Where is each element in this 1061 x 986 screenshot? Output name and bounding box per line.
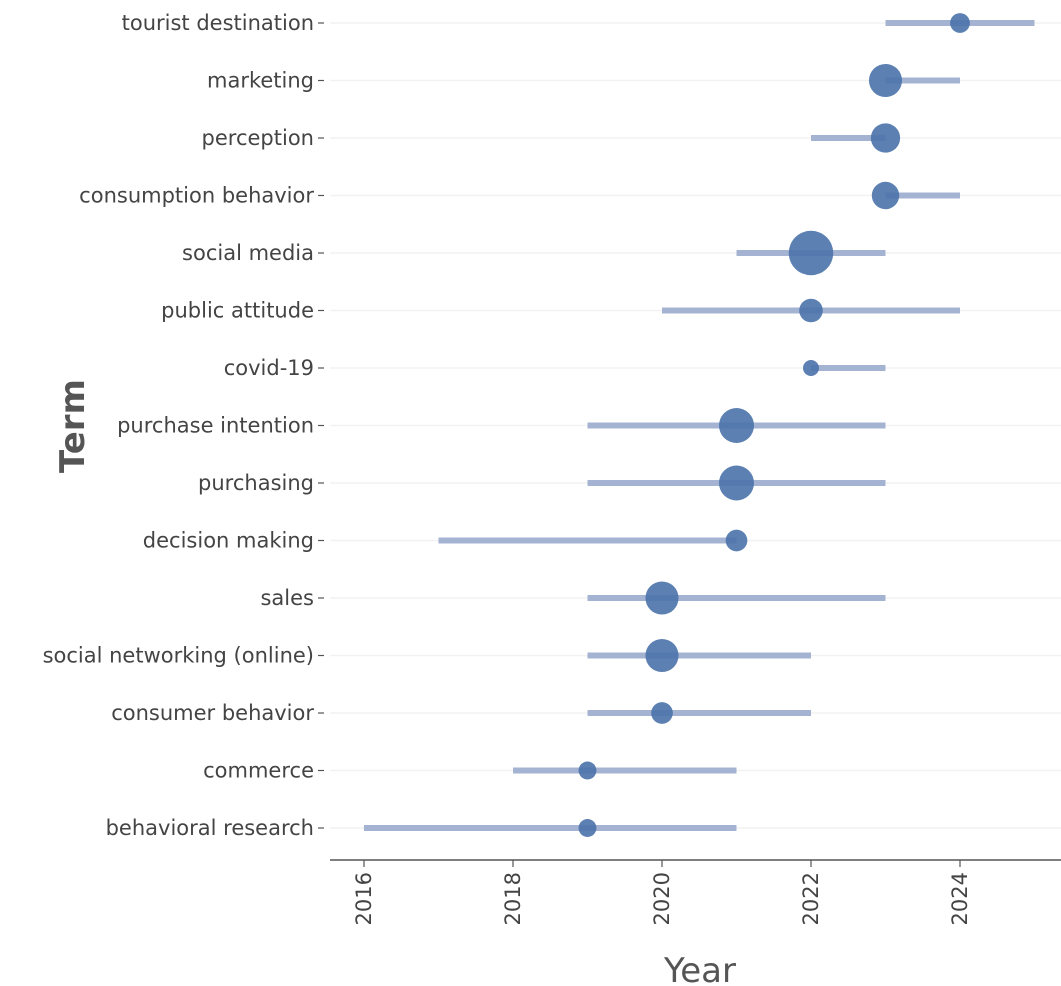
- term-label: covid-19: [224, 356, 314, 380]
- median-point: [950, 13, 970, 33]
- term-label: purchase intention: [117, 414, 314, 438]
- x-axis-title: Year: [663, 951, 736, 986]
- median-point: [803, 360, 819, 376]
- median-point: [578, 761, 597, 780]
- term-label: consumption behavior: [79, 184, 314, 208]
- term-label: social media: [182, 241, 314, 265]
- median-point: [788, 230, 834, 276]
- y-axis-title: Term: [53, 379, 93, 473]
- median-point: [868, 63, 903, 98]
- median-point: [719, 465, 754, 501]
- median-point: [651, 702, 673, 724]
- x-tick-label: 2024: [948, 872, 972, 925]
- term-label: consumer behavior: [111, 701, 314, 725]
- x-tick-label: 2020: [650, 872, 674, 925]
- median-point: [725, 529, 748, 552]
- term-label: decision making: [143, 529, 314, 553]
- term-label: perception: [202, 126, 314, 150]
- x-axis: 2016 2018 2020 2022 2024: [330, 859, 1061, 925]
- term-label: marketing: [207, 69, 314, 93]
- term-label: social networking (online): [43, 644, 314, 668]
- x-tick-label: 2022: [799, 872, 823, 925]
- median-points: [578, 13, 970, 837]
- median-point: [645, 581, 679, 615]
- median-point: [719, 408, 754, 443]
- term-label: public attitude: [161, 299, 314, 323]
- x-tick-label: 2016: [352, 872, 376, 925]
- x-tick-label: 2018: [501, 872, 525, 925]
- y-axis: tourist destination marketing perception co…: [43, 11, 324, 840]
- median-point: [578, 819, 597, 837]
- term-label: behavioral research: [106, 816, 314, 840]
- term-label: sales: [260, 586, 314, 610]
- median-point: [870, 123, 901, 153]
- range-lines: [364, 20, 1035, 831]
- median-point: [645, 638, 679, 673]
- term-label: commerce: [203, 759, 314, 783]
- median-point: [799, 298, 823, 323]
- term-label: purchasing: [198, 471, 314, 495]
- median-point: [871, 181, 900, 210]
- term-label: tourist destination: [122, 11, 314, 35]
